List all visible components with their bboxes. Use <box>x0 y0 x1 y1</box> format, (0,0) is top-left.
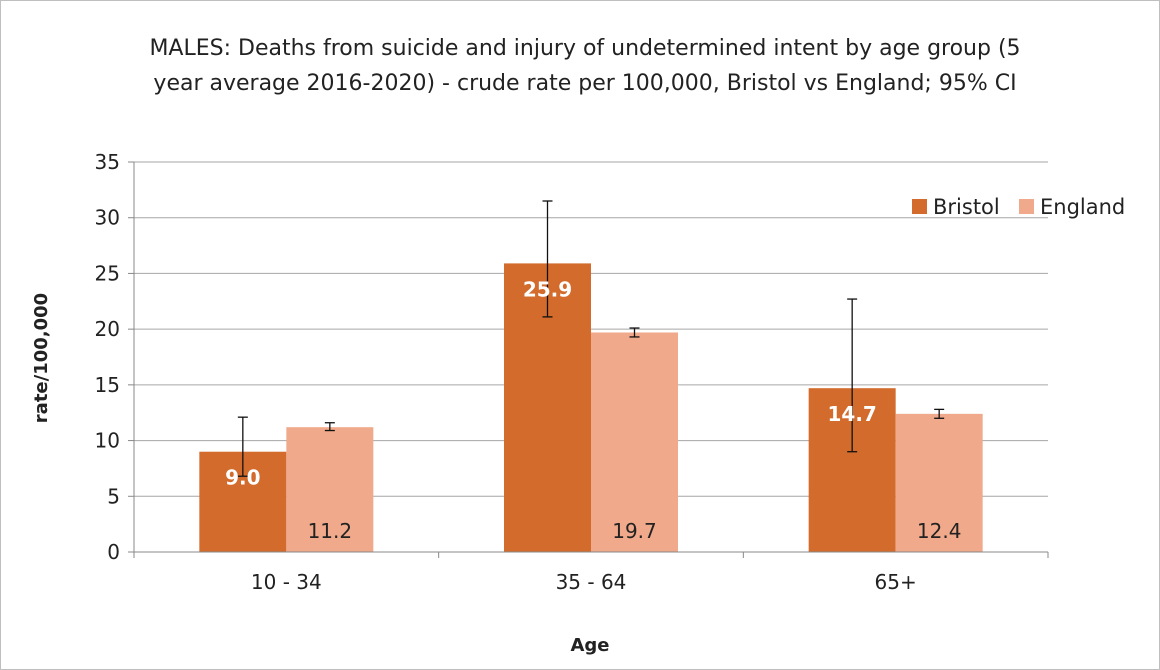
y-tick-label: 10 <box>95 429 120 453</box>
y-axis-ticks: 0 5 10 15 20 25 30 35 <box>95 150 135 564</box>
bar-england-2 <box>895 413 983 552</box>
chart-title-line-1: MALES: Deaths from suicide and injury of… <box>149 36 1020 61</box>
error-bars <box>237 200 945 477</box>
y-tick-label: 5 <box>107 484 120 508</box>
y-tick-label: 35 <box>95 150 120 174</box>
y-tick-label: 15 <box>95 373 120 397</box>
legend-label-bristol: Bristol <box>933 195 1000 219</box>
x-axis: 10 - 34 35 - 64 65+ <box>133 551 1049 594</box>
data-label-england-2: 12.4 <box>917 519 962 543</box>
bars <box>199 263 983 552</box>
legend-swatch-bristol <box>912 199 927 214</box>
y-tick-label: 20 <box>95 317 120 341</box>
bar-england-1 <box>591 332 678 552</box>
x-tick-label: 35 - 64 <box>556 570 627 594</box>
bar-england-0 <box>286 427 374 552</box>
x-tick-label: 65+ <box>875 570 917 594</box>
y-tick-label: 30 <box>95 206 120 230</box>
data-label-bristol-1: 25.9 <box>523 277 572 301</box>
x-axis-title: Age <box>570 635 609 656</box>
data-labels: 9.0 11.2 25.9 19.7 14.7 12.4 <box>225 277 961 543</box>
x-tick-label: 10 - 34 <box>251 570 322 594</box>
chart-title-line-2: year average 2016-2020) - crude rate per… <box>153 71 1016 96</box>
y-axis-title: rate/100,000 <box>31 293 52 423</box>
data-label-england-0: 11.2 <box>308 519 353 543</box>
legend-swatch-england <box>1019 199 1034 214</box>
y-tick-label: 25 <box>95 261 120 285</box>
data-label-bristol-0: 9.0 <box>225 466 260 490</box>
legend: Bristol England <box>912 195 1125 219</box>
y-tick-label: 0 <box>107 540 120 564</box>
data-label-england-1: 19.7 <box>612 519 657 543</box>
data-label-bristol-2: 14.7 <box>827 402 876 426</box>
legend-label-england: England <box>1040 195 1125 219</box>
